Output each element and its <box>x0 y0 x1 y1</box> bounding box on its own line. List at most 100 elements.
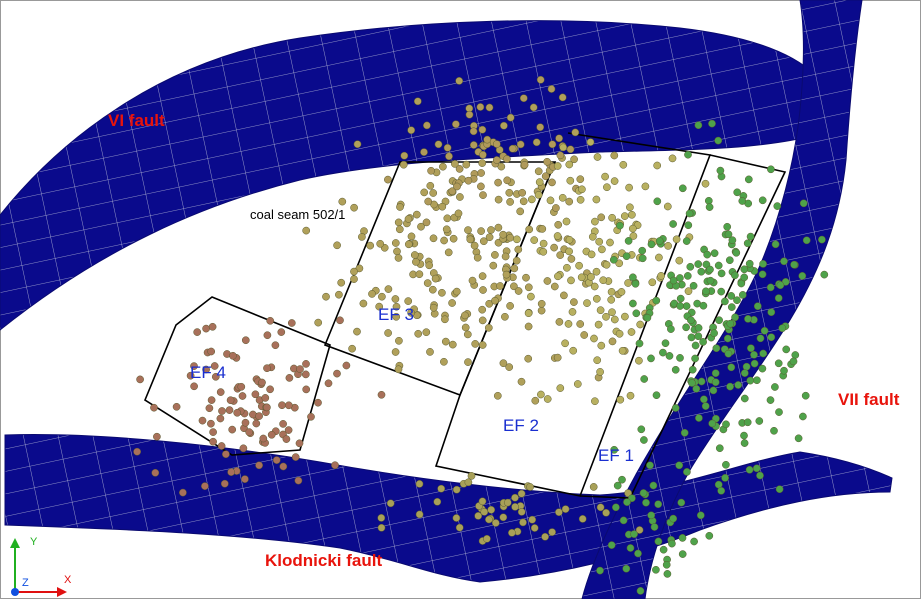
event-dot <box>547 85 556 93</box>
event-dot <box>628 210 636 219</box>
label-ef4: EF 4 <box>190 363 226 382</box>
event-dot <box>338 197 347 206</box>
event-dot <box>179 488 187 497</box>
axis-x-head <box>57 587 67 597</box>
event-dot <box>526 483 534 491</box>
event-dot <box>429 303 438 312</box>
event-dot <box>794 434 803 443</box>
event-dot <box>524 354 533 363</box>
event-dot <box>538 225 547 233</box>
event-dot <box>511 493 519 502</box>
event-dot <box>647 354 655 363</box>
event-dot <box>593 153 602 161</box>
event-dot <box>491 519 500 527</box>
event-dot <box>279 462 288 471</box>
event-dot <box>697 377 706 386</box>
event-dot <box>483 534 491 543</box>
event-dot <box>229 351 237 360</box>
event-dot <box>528 515 537 524</box>
event-dot <box>596 566 604 575</box>
event-dot <box>694 260 703 268</box>
label-ef2: EF 2 <box>503 416 539 435</box>
event-dot <box>744 175 753 184</box>
event-dot <box>489 261 498 270</box>
event-dot <box>410 251 419 259</box>
event-dot <box>465 110 474 119</box>
event-dot <box>723 222 732 231</box>
event-dot <box>404 215 413 223</box>
event-dot <box>799 412 807 421</box>
event-dot <box>377 514 386 522</box>
event-dot <box>353 140 362 149</box>
event-dot <box>485 515 493 524</box>
event-dot <box>252 419 261 428</box>
event-dot <box>771 240 780 249</box>
event-dot <box>456 193 464 201</box>
event-dot <box>452 287 461 296</box>
event-dot <box>559 143 568 152</box>
event-dot <box>603 183 611 192</box>
event-dot <box>705 531 714 540</box>
event-dot <box>480 508 489 516</box>
event-dot <box>561 505 570 513</box>
event-dot <box>642 498 650 507</box>
event-dot <box>491 251 499 259</box>
event-dot <box>209 428 217 436</box>
event-dot <box>731 271 739 280</box>
event-dot <box>506 233 515 242</box>
event-dot <box>612 503 620 512</box>
event-dot <box>503 498 512 507</box>
event-dot <box>468 276 477 285</box>
axis-y-head <box>10 538 20 548</box>
event-dot <box>266 385 274 394</box>
event-dot <box>366 241 375 250</box>
event-dot <box>727 292 736 300</box>
event-dot <box>241 336 250 345</box>
event-dot <box>635 356 643 365</box>
event-dot <box>723 334 732 343</box>
event-dot <box>376 239 385 248</box>
event-dot <box>652 296 661 305</box>
event-dot <box>384 329 392 337</box>
event-dot <box>295 439 304 448</box>
event-dot <box>580 331 589 339</box>
seismic-events <box>133 75 829 595</box>
event-dot <box>302 226 311 235</box>
event-dot <box>445 152 453 161</box>
event-dot <box>596 503 605 512</box>
event-dot <box>583 299 591 307</box>
event-dot <box>455 165 464 173</box>
event-dot <box>634 549 642 558</box>
event-dot <box>699 301 708 310</box>
event-dot <box>153 432 161 441</box>
event-dot <box>618 475 626 484</box>
event-dot <box>654 500 663 509</box>
event-dot <box>337 278 346 287</box>
event-dot <box>691 341 700 350</box>
event-dot <box>534 167 543 176</box>
event-dot <box>241 418 250 427</box>
axis-x-label: X <box>64 574 72 586</box>
event-dot <box>358 233 366 241</box>
event-dot <box>499 230 507 239</box>
event-dot <box>266 316 275 325</box>
event-dot <box>136 375 144 384</box>
event-dot <box>722 460 730 469</box>
event-dot <box>667 325 675 333</box>
event-dot <box>722 420 730 429</box>
event-dot <box>541 172 550 181</box>
event-dot <box>461 323 470 332</box>
event-dot <box>607 295 616 304</box>
event-dot <box>682 237 691 245</box>
event-dot <box>508 144 517 153</box>
event-dot <box>441 315 449 324</box>
event-dot <box>462 160 471 169</box>
event-dot <box>683 468 691 476</box>
event-dot <box>225 406 234 414</box>
event-dot <box>728 236 737 245</box>
event-dot <box>623 498 631 506</box>
event-dot <box>259 434 268 443</box>
event-dot <box>659 348 667 357</box>
event-dot <box>676 302 684 310</box>
event-dot <box>190 362 198 370</box>
